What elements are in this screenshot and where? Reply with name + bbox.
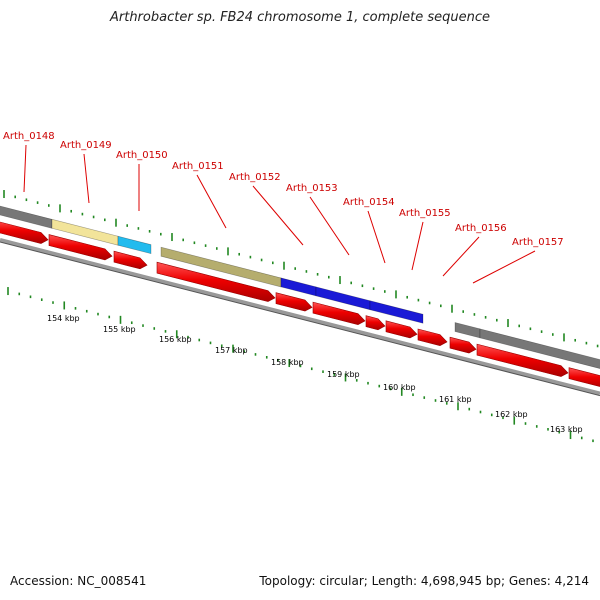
inner-tick-ring	[7, 287, 594, 443]
cog-band	[117, 235, 152, 255]
leader-line	[472, 250, 536, 284]
kbp-label: 156 kbp	[159, 335, 192, 344]
gene-arrow	[312, 301, 366, 325]
gene-arrow	[275, 292, 313, 312]
gene-label: Arth_0151	[172, 161, 224, 172]
cog-band	[280, 277, 317, 297]
kbp-label: 157 kbp	[215, 346, 248, 355]
gene-arrow	[113, 250, 148, 270]
backbone-shadow	[0, 241, 600, 397]
kbp-label: 155 kbp	[103, 325, 136, 334]
kbp-label: 162 kbp	[495, 410, 528, 419]
gene-label: Arth_0148	[3, 131, 55, 142]
map-title: Arthrobacter sp. FB24 chromosome 1, comp…	[109, 10, 491, 25]
label-leader-lines	[23, 144, 536, 284]
gene-arrow	[48, 234, 113, 261]
summary-text: Topology: circular; Length: 4,698,945 bp…	[259, 574, 589, 588]
kbp-label: 160 kbp	[383, 383, 416, 392]
gene-arrow	[156, 261, 276, 302]
cog-band	[454, 322, 481, 339]
gene-arrow	[449, 336, 477, 354]
leader-line	[252, 185, 304, 246]
gene-track	[0, 221, 600, 387]
leader-line	[196, 174, 227, 229]
gene-arrow	[417, 328, 448, 346]
leader-line	[23, 144, 27, 193]
gene-label: Arth_0154	[343, 197, 395, 208]
kbp-label: 159 kbp	[327, 370, 360, 379]
gene-label: Arth_0156	[455, 223, 507, 234]
leader-line	[411, 221, 424, 271]
gene-arrow	[0, 221, 49, 244]
kbp-label: 163 kbp	[550, 425, 583, 434]
gene-label: Arth_0155	[399, 208, 451, 219]
cog-track	[0, 205, 600, 369]
kbp-label: 158 kbp	[271, 358, 304, 367]
leader-line	[442, 236, 480, 277]
gene-label: Arth_0149	[60, 140, 112, 151]
kbp-label: 161 kbp	[439, 395, 472, 404]
gene-labels: Arth_0148 Arth_0149 Arth_0150 Arth_0151 Arth…	[3, 131, 564, 248]
gene-label: Arth_0153	[286, 183, 338, 194]
cog-band	[479, 328, 600, 369]
kbp-labels: 154 kbp 155 kbp 156 kbp 157 kbp 158 kbp 159 k…	[47, 314, 583, 434]
leader-line	[83, 153, 90, 204]
outer-tick-ring	[3, 190, 599, 348]
gene-label: Arth_0157	[512, 237, 564, 248]
gene-label: Arth_0152	[229, 172, 281, 183]
gene-arrow	[568, 367, 600, 387]
gene-label: Arth_0150	[116, 150, 168, 161]
backbone-outer	[0, 238, 600, 396]
cog-band	[369, 300, 424, 324]
leader-line	[309, 196, 350, 256]
accession-text: Accession: NC_008541	[10, 574, 147, 588]
leader-line	[367, 210, 386, 264]
gene-arrow	[365, 315, 386, 331]
gene-arrow	[476, 343, 569, 377]
kbp-label: 154 kbp	[47, 314, 80, 323]
backbone-line	[0, 238, 600, 397]
gene-arrow	[385, 320, 418, 339]
